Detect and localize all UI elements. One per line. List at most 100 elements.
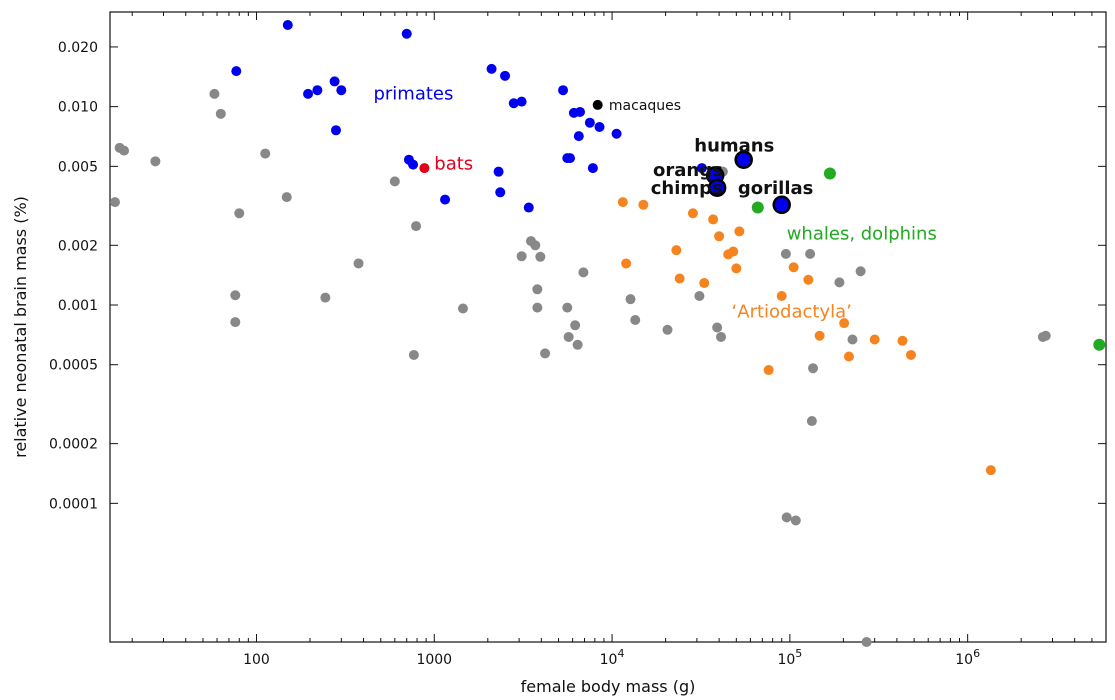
highlight-point-humans	[734, 150, 753, 169]
data-point	[1040, 330, 1051, 341]
data-point	[215, 108, 226, 119]
y-tick-label: 0.020	[58, 40, 98, 56]
data-point	[843, 351, 854, 362]
data-point	[625, 294, 636, 305]
data-point	[869, 334, 880, 345]
x-tick-label: 105	[777, 647, 802, 668]
data-point	[814, 330, 825, 341]
data-point	[530, 240, 541, 251]
data-point	[584, 117, 595, 128]
data-point	[734, 226, 745, 237]
data-point	[329, 76, 340, 87]
annotation-label: ‘Artiodactyla’	[732, 302, 852, 323]
data-point	[803, 274, 814, 285]
data-point	[731, 263, 742, 274]
data-point	[401, 28, 412, 39]
data-point	[806, 416, 817, 427]
annotation-label: whales, dolphins	[787, 224, 937, 245]
data-point	[790, 515, 801, 526]
data-point	[905, 349, 916, 360]
data-point	[751, 201, 764, 214]
annotation-label: gorillas	[738, 178, 814, 199]
y-tick-label: 0.002	[58, 238, 98, 254]
x-tick-label: 104	[600, 647, 625, 668]
data-point	[855, 266, 866, 277]
data-point	[532, 302, 543, 313]
data-point	[780, 248, 791, 259]
data-point	[303, 88, 314, 99]
data-point	[728, 246, 739, 257]
annotation-label: humans	[694, 135, 774, 156]
data-point	[699, 278, 710, 289]
data-point	[230, 317, 241, 328]
data-point	[897, 335, 908, 346]
data-point	[592, 99, 603, 110]
data-point	[834, 277, 845, 288]
data-point	[209, 88, 220, 99]
data-point	[260, 148, 271, 159]
data-point	[565, 153, 576, 164]
data-point	[763, 365, 774, 376]
x-tick-label: 1000	[416, 652, 452, 668]
y-tick-label: 0.0005	[49, 358, 98, 374]
highlight-point-chimps	[707, 178, 727, 198]
annotation-label: chimps	[651, 178, 723, 199]
data-point	[563, 331, 574, 342]
data-point	[788, 262, 799, 273]
y-tick-label: 0.005	[58, 159, 98, 175]
data-point	[573, 131, 584, 142]
plot-frame	[109, 11, 1107, 643]
data-point	[808, 363, 819, 374]
data-point	[532, 284, 543, 295]
data-point	[150, 156, 161, 167]
y-tick-label: 0.0002	[49, 437, 98, 453]
data-point	[540, 348, 551, 359]
y-tick-label: 0.001	[58, 298, 98, 314]
data-point	[523, 202, 534, 213]
data-points	[109, 19, 1106, 647]
data-point	[839, 318, 850, 329]
data-point	[419, 163, 430, 174]
data-point	[109, 197, 120, 208]
data-point	[336, 85, 347, 96]
data-point	[558, 85, 569, 96]
data-point	[823, 167, 836, 180]
data-point	[495, 187, 506, 198]
x-tick-label: 100	[243, 652, 270, 668]
data-point	[330, 125, 341, 136]
data-point	[861, 637, 872, 647]
data-point	[617, 197, 628, 208]
data-point	[776, 291, 787, 302]
data-point	[389, 176, 400, 187]
data-point	[282, 19, 293, 30]
data-point	[578, 267, 589, 278]
annotation-label: macaques	[609, 98, 681, 114]
data-point	[535, 251, 546, 262]
data-point	[353, 258, 364, 269]
data-point	[671, 245, 682, 256]
data-point	[587, 163, 598, 174]
data-point	[440, 194, 451, 205]
y-tick-label: 0.0001	[49, 496, 98, 512]
y-axis-title: relative neonatal brain mass (%)	[11, 196, 30, 458]
data-point	[508, 98, 519, 109]
data-point	[847, 334, 858, 345]
data-point	[234, 208, 245, 219]
annotation-label: orangs	[653, 160, 723, 181]
x-tick-label: 106	[955, 647, 980, 668]
data-point	[708, 214, 719, 225]
data-point	[662, 324, 673, 335]
x-axis-title: female body mass (g)	[521, 677, 696, 696]
data-point	[408, 159, 419, 170]
data-point	[486, 63, 497, 74]
data-point	[312, 85, 323, 96]
data-point	[674, 273, 685, 284]
highlight-point-gorillas	[772, 195, 791, 215]
axis-ticks: 100 1000 104 105 106 0.020 0.010 0.005 0.002 0.00…	[49, 12, 1107, 668]
data-point	[712, 322, 723, 333]
data-point	[696, 163, 707, 174]
data-point	[716, 331, 727, 342]
y-tick-label: 0.010	[58, 100, 98, 116]
data-point	[805, 248, 816, 259]
